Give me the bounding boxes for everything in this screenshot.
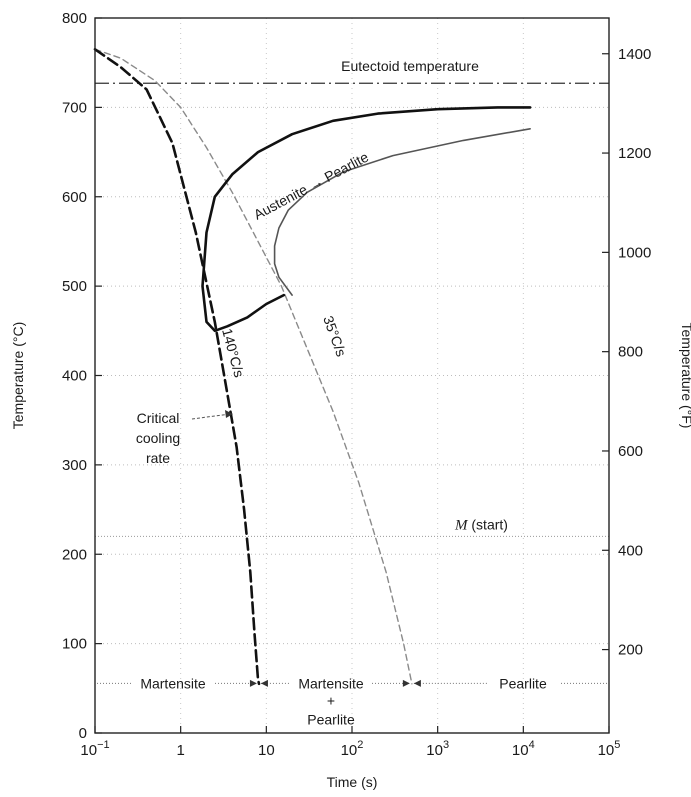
tick-label-right: 800	[618, 344, 643, 361]
x-axis-title: Time (s)	[327, 774, 378, 790]
tick-label-left: 800	[62, 10, 87, 27]
tick-label-left: 200	[62, 546, 87, 563]
region-martensite-label: Martensite	[140, 675, 206, 691]
y-axis-title-right: Temperature (°F)	[679, 323, 691, 429]
martensite-start-label: M (start)	[454, 516, 508, 533]
reference-lines	[95, 82, 609, 537]
region-mixed-label-2: +	[327, 692, 335, 708]
tick-label-right: 1400	[618, 46, 651, 63]
tick-label-left: 400	[62, 368, 87, 385]
tick-label-left: 300	[62, 457, 87, 474]
tick-label-left: 600	[62, 189, 87, 206]
tick-label-bottom: 1	[176, 742, 184, 759]
cooling-curve-35	[94, 48, 413, 685]
tick-label-right: 400	[618, 542, 643, 559]
tick-label-right: 200	[618, 642, 643, 659]
cooling-curve-140	[93, 48, 261, 686]
region-pearlite-label: Pearlite	[499, 675, 547, 691]
tick-label-bottom: 105	[598, 739, 621, 759]
critical-arrow-head	[225, 410, 233, 418]
tick-label-right: 1200	[618, 145, 651, 162]
critical-label-2: cooling	[136, 430, 180, 446]
ticks: 0 100 200 300 400 500 600 700 800 200 400 600 800 100…	[62, 10, 651, 759]
tick-label-right: 1000	[618, 244, 651, 261]
eutectoid-label: Eutectoid temperature	[341, 58, 479, 74]
y-axis-title-left: Temperature (°C)	[10, 322, 26, 430]
pearlite-arrowhead	[413, 679, 421, 687]
martensite-arrowhead	[249, 679, 257, 687]
mixed-arrowhead-left	[260, 679, 268, 687]
tick-label-bottom: 10−1	[80, 739, 109, 759]
transformation-end-curve	[273, 128, 531, 296]
tick-label-left: 700	[62, 99, 87, 116]
tick-label-bottom: 104	[512, 739, 535, 759]
tick-label-bottom: 103	[426, 739, 449, 759]
curves	[93, 48, 532, 686]
region-mixed-label-3: Pearlite	[307, 711, 355, 727]
tick-label-left: 500	[62, 278, 87, 295]
critical-label-3: rate	[146, 450, 170, 466]
tick-label-bottom: 10	[258, 742, 275, 759]
tick-label-left: 100	[62, 636, 87, 653]
region-mixed-label-1: Martensite	[298, 675, 364, 691]
tick-label-left: 0	[79, 725, 87, 742]
tick-label-bottom: 102	[341, 739, 364, 759]
transformation-start-curve	[201, 106, 532, 333]
mixed-arrowhead-right	[402, 679, 410, 687]
critical-arrow-line	[191, 413, 231, 420]
critical-label-1: Critical	[137, 410, 180, 426]
tick-label-right: 600	[618, 443, 643, 460]
